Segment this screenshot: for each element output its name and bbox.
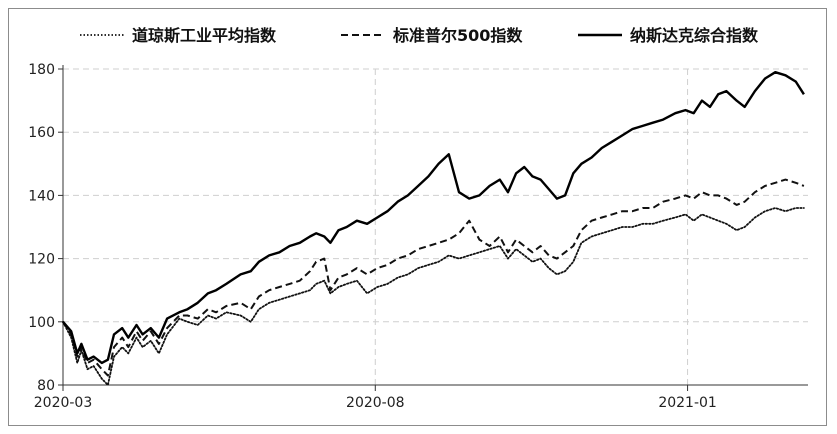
y-tick-label: 160 (28, 125, 55, 141)
series-line-dashed (62, 178, 805, 377)
series-layer (62, 71, 805, 386)
legend-label: 纳斯达克综合指数 (630, 26, 759, 45)
chart-frame (8, 8, 827, 426)
x-tick-label: 2021-01 (658, 395, 717, 411)
y-tick-label: 80 (37, 378, 55, 394)
grid (63, 68, 808, 385)
y-tick-label: 120 (28, 252, 55, 268)
legend-label: 标准普尔500指数 (392, 26, 523, 45)
y-tick-label: 140 (28, 188, 55, 204)
series-line-dotted (62, 207, 805, 386)
legend: 道琼斯工业平均指数 标准普尔500指数 纳斯达克综合指数 (80, 26, 759, 45)
y-tick-label: 180 (28, 62, 55, 78)
x-tick-label: 2020-08 (346, 395, 405, 411)
legend-label: 道琼斯工业平均指数 (132, 26, 277, 45)
y-tick-label: 100 (28, 315, 55, 331)
axes: 80 100 120 140 160 180 2020-03 2020-08 2021-01 (28, 62, 808, 411)
series-line-solid (62, 71, 805, 365)
x-tick-label: 2020-03 (34, 395, 93, 411)
